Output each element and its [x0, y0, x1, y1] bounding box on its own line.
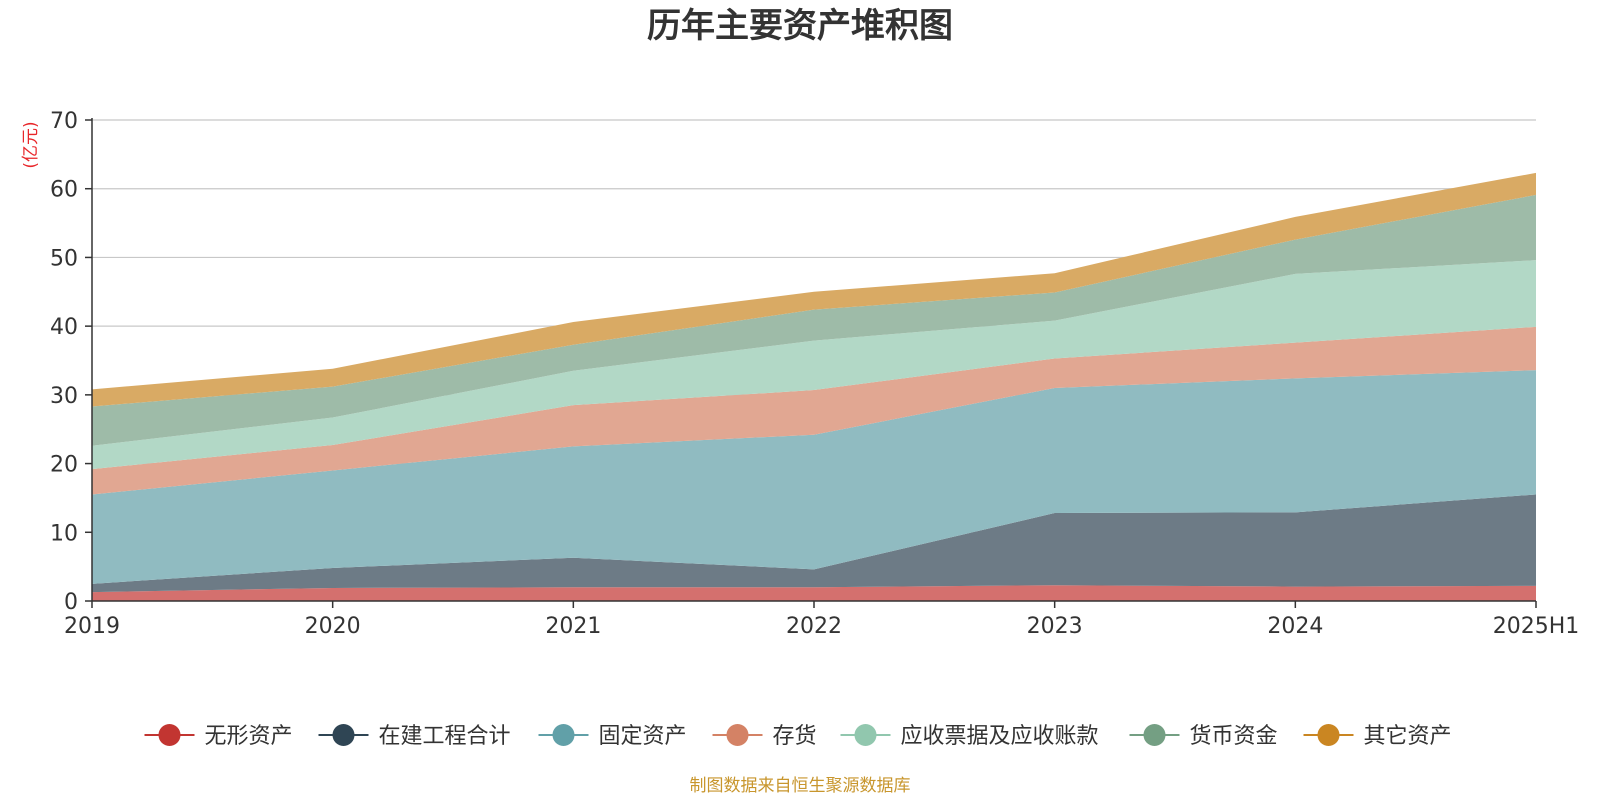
legend-marker: [552, 724, 575, 746]
legend-item-2[interactable]: 在建工程合计: [318, 724, 511, 749]
x-tick-label: 2024: [1267, 614, 1323, 639]
legend-item-6[interactable]: 货币资金: [1129, 724, 1278, 749]
x-tick-label: 2021: [545, 614, 601, 639]
legend-item-1[interactable]: 无形资产: [144, 724, 293, 749]
legend-label: 存货: [773, 724, 817, 749]
legend-label: 在建工程合计: [379, 724, 511, 749]
legend: 无形资产 在建工程合计 固定资产 存货 应收票据及应收账款 货币资金 其它资产: [144, 724, 1452, 749]
legend-item-5[interactable]: 应收票据及应收账款: [840, 724, 1099, 749]
legend-item-7[interactable]: 其它资产: [1303, 724, 1452, 749]
area-series-6: [92, 194, 1536, 446]
area-series-1: [92, 585, 1536, 601]
legend-marker: [1143, 724, 1166, 746]
source-note: 制图数据来自恒生聚源数据库: [690, 776, 911, 796]
x-tick-label: 2025H1: [1493, 614, 1580, 639]
legend-item-4[interactable]: 存货: [712, 724, 817, 749]
legend-label: 应收票据及应收账款: [901, 724, 1099, 749]
legend-marker: [332, 724, 355, 746]
y-tick-label: 10: [50, 521, 78, 546]
chart-title: 历年主要资产堆积图: [647, 6, 953, 46]
legend-label: 货币资金: [1190, 724, 1278, 749]
x-tick-label: 2023: [1027, 614, 1083, 639]
y-axis-ticks: 0 10 20 30 40 50 60 70: [50, 109, 92, 615]
x-tick-label: 2022: [786, 614, 842, 639]
y-tick-label: 60: [50, 178, 78, 203]
legend-marker: [854, 724, 877, 746]
legend-marker: [158, 724, 181, 746]
y-tick-label: 40: [50, 315, 78, 340]
legend-label: 其它资产: [1364, 724, 1452, 749]
x-tick-label: 2020: [305, 614, 361, 639]
y-axis-unit: (亿元): [21, 121, 41, 168]
area-series-4: [92, 326, 1536, 495]
x-axis-ticks: 2019 2020 2021 2022 2023 2024 2025H1: [64, 601, 1579, 639]
area-series-2: [92, 494, 1536, 593]
area-series-7: [92, 172, 1536, 407]
area-series-5: [92, 260, 1536, 470]
legend-marker: [1317, 724, 1340, 746]
y-tick-label: 20: [50, 453, 78, 478]
legend-marker: [726, 724, 749, 746]
y-tick-label: 0: [64, 590, 78, 615]
y-tick-label: 30: [50, 384, 78, 409]
legend-label: 固定资产: [599, 724, 687, 749]
x-tick-label: 2019: [64, 614, 120, 639]
y-tick-label: 50: [50, 246, 78, 271]
y-tick-label: 70: [50, 109, 78, 134]
legend-item-3[interactable]: 固定资产: [538, 724, 687, 749]
area-series-layer: [92, 172, 1536, 601]
area-series-3: [92, 370, 1536, 584]
legend-label: 无形资产: [205, 724, 293, 749]
